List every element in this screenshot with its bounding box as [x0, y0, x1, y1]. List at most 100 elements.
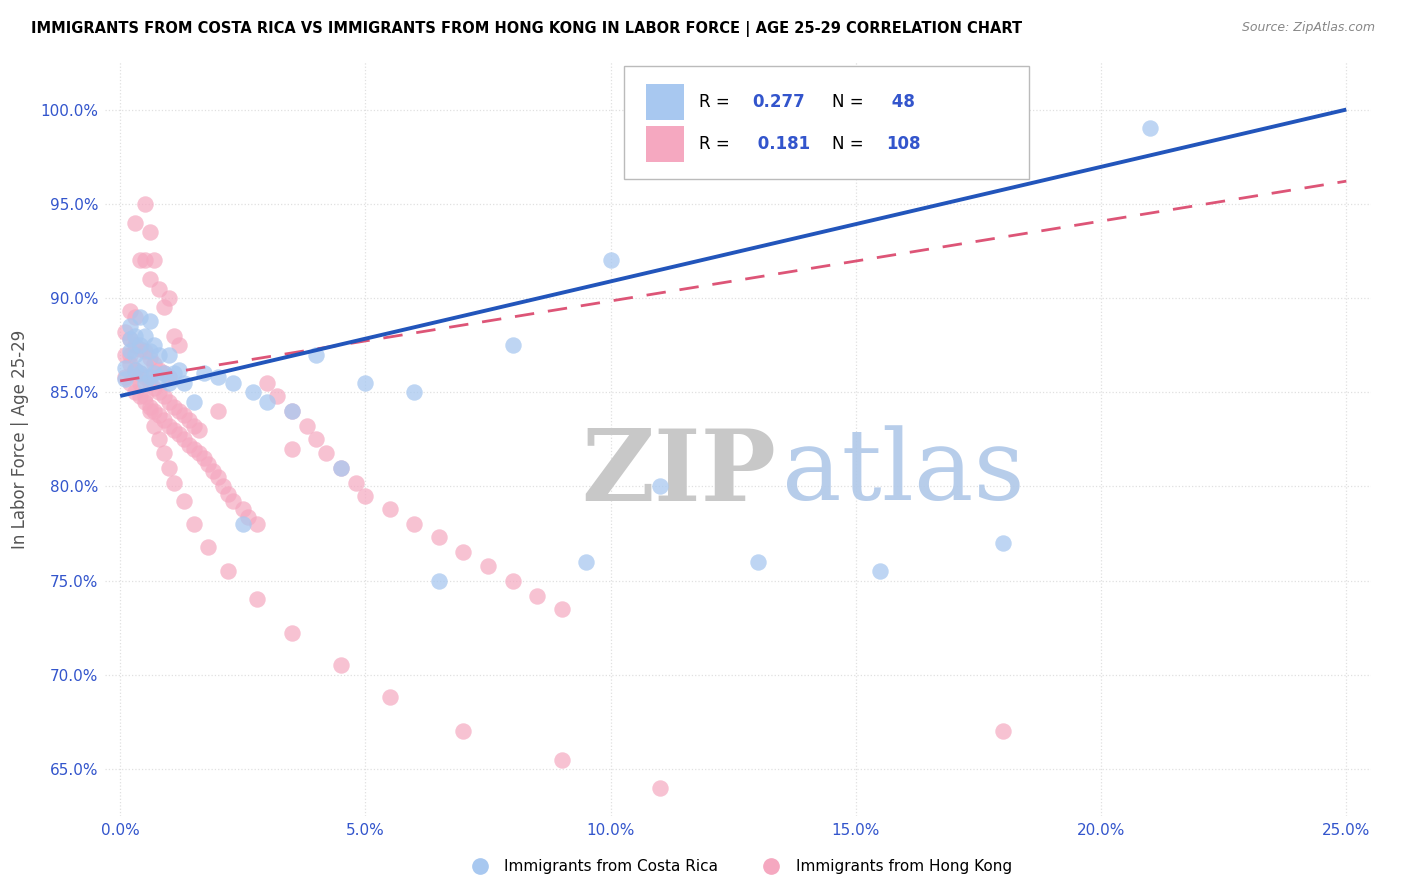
Point	[167, 404, 190, 418]
Point	[648, 479, 671, 493]
Point	[183, 442, 205, 456]
Point	[404, 385, 426, 400]
Point	[163, 423, 186, 437]
Point	[124, 362, 146, 376]
Y-axis label: In Labor Force | Age 25-29: In Labor Force | Age 25-29	[11, 330, 30, 549]
Point	[256, 394, 278, 409]
Point	[575, 555, 598, 569]
Point	[344, 475, 367, 490]
Point	[329, 460, 352, 475]
Point	[143, 338, 166, 352]
Point	[502, 574, 524, 588]
Point	[232, 517, 254, 532]
Point	[124, 362, 146, 376]
Point	[427, 530, 450, 544]
Point	[378, 690, 401, 705]
Point	[124, 347, 146, 361]
Point	[207, 370, 229, 384]
Point	[124, 338, 146, 352]
Point	[246, 517, 269, 532]
Point	[157, 419, 180, 434]
Point	[217, 487, 239, 501]
Point	[599, 253, 621, 268]
Point	[222, 494, 245, 508]
Point	[183, 394, 205, 409]
Point	[153, 367, 176, 381]
Text: ZIP: ZIP	[581, 425, 776, 522]
Point	[153, 445, 176, 459]
Legend: Immigrants from Costa Rica, Immigrants from Hong Kong: Immigrants from Costa Rica, Immigrants f…	[458, 853, 1018, 880]
Point	[153, 413, 176, 427]
Point	[128, 342, 150, 356]
Point	[134, 394, 156, 409]
Point	[173, 376, 195, 390]
Point	[143, 253, 166, 268]
Point	[118, 347, 141, 361]
Point	[157, 460, 180, 475]
Point	[222, 376, 245, 390]
Point	[118, 376, 141, 390]
Point	[163, 475, 186, 490]
Point	[232, 502, 254, 516]
Point	[157, 370, 180, 384]
Point	[163, 401, 186, 415]
Point	[148, 281, 170, 295]
Point	[124, 328, 146, 343]
Point	[118, 333, 141, 347]
Point	[502, 338, 524, 352]
Point	[114, 360, 136, 375]
Point	[197, 457, 219, 471]
Point	[281, 404, 304, 418]
Point	[143, 367, 166, 381]
Point	[427, 574, 450, 588]
Point	[138, 401, 160, 415]
Point	[453, 724, 475, 739]
Point	[183, 419, 205, 434]
Point	[138, 376, 160, 390]
Point	[550, 753, 572, 767]
Point	[128, 367, 150, 381]
Point	[138, 404, 160, 418]
Text: 48: 48	[886, 93, 915, 111]
Point	[177, 413, 200, 427]
Point	[453, 545, 475, 559]
Point	[128, 389, 150, 403]
Point	[138, 370, 160, 384]
Point	[869, 564, 891, 578]
Point	[242, 385, 264, 400]
Point	[157, 394, 180, 409]
Point	[378, 502, 401, 516]
Point	[167, 426, 190, 441]
FancyBboxPatch shape	[624, 66, 1029, 179]
Point	[157, 347, 180, 361]
Point	[148, 362, 170, 376]
Point	[128, 376, 150, 390]
Point	[281, 626, 304, 640]
Point	[128, 310, 150, 324]
Point	[477, 558, 499, 573]
Point	[207, 470, 229, 484]
Point	[134, 253, 156, 268]
Text: N =: N =	[832, 93, 869, 111]
Point	[143, 419, 166, 434]
Point	[187, 445, 209, 459]
Point	[153, 389, 176, 403]
Point	[281, 442, 304, 456]
Text: N =: N =	[832, 135, 869, 153]
Point	[163, 367, 186, 381]
Point	[202, 464, 225, 478]
Point	[183, 517, 205, 532]
Point	[212, 479, 235, 493]
Point	[157, 370, 180, 384]
Point	[138, 313, 160, 327]
Point	[138, 351, 160, 366]
Point	[114, 370, 136, 384]
Text: IMMIGRANTS FROM COSTA RICA VS IMMIGRANTS FROM HONG KONG IN LABOR FORCE | AGE 25-: IMMIGRANTS FROM COSTA RICA VS IMMIGRANTS…	[31, 21, 1022, 37]
Point	[124, 362, 146, 376]
Point	[526, 589, 548, 603]
Point	[217, 564, 239, 578]
Text: 0.277: 0.277	[752, 93, 804, 111]
Point	[143, 381, 166, 395]
Point	[295, 419, 318, 434]
Point	[124, 310, 146, 324]
